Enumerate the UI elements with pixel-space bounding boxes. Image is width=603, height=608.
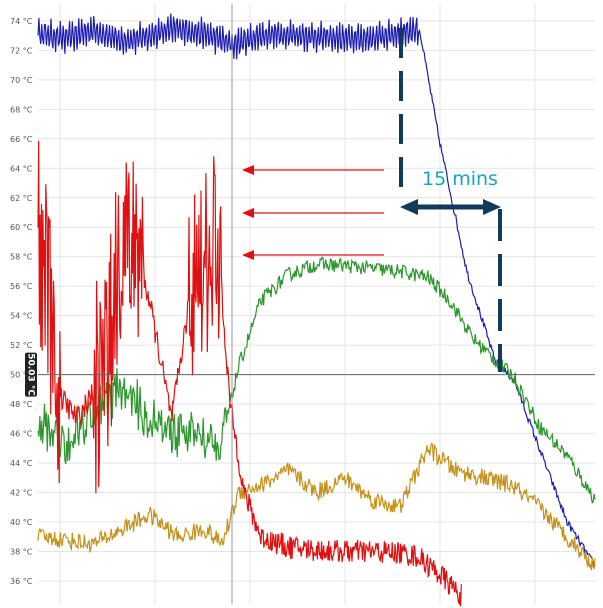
interval-double-arrow — [400, 199, 501, 215]
y-tick-label: 38 °C — [10, 548, 33, 557]
y-tick-label: 66 °C — [10, 135, 33, 144]
y-tick-label: 52 °C — [10, 341, 33, 350]
y-tick-label: 60 °C — [10, 223, 33, 232]
annotation-layer: 50.03 °C — [25, 4, 595, 604]
y-tick-label: 54 °C — [10, 312, 33, 321]
y-tick-label: 72 °C — [10, 46, 33, 55]
cursor-value-badge: 50.03 °C — [25, 352, 37, 397]
y-tick-label: 64 °C — [10, 164, 33, 173]
cursor-value-label: 50.03 °C — [26, 353, 36, 396]
reference-arrows — [242, 165, 384, 260]
y-tick-label: 68 °C — [10, 105, 33, 114]
y-tick-label: 74 °C — [10, 17, 33, 26]
y-tick-label: 56 °C — [10, 282, 33, 291]
y-tick-label: 40 °C — [10, 518, 33, 527]
series-line — [37, 256, 596, 504]
y-axis: 36 °C 38 °C 40 °C 42 °C 44 °C 46 °C 48 °C 50 °C… — [10, 17, 33, 586]
series-line — [37, 442, 596, 571]
y-tick-label: 70 °C — [10, 76, 33, 85]
interval-label: 15 mins — [422, 168, 498, 190]
series-line — [37, 13, 596, 568]
reference-arrow — [242, 165, 384, 175]
y-tick-label: 58 °C — [10, 253, 33, 262]
y-tick-label: 48 °C — [10, 400, 33, 409]
y-tick-label: 50 °C — [10, 371, 33, 380]
y-tick-label: 46 °C — [10, 430, 33, 439]
y-tick-label: 44 °C — [10, 459, 33, 468]
y-tick-label: 36 °C — [10, 577, 33, 586]
reference-arrow — [242, 250, 384, 260]
series-line — [37, 140, 462, 607]
cursor-badge-background — [25, 352, 37, 397]
y-tick-label: 62 °C — [10, 194, 33, 203]
series-layer — [37, 13, 596, 607]
y-tick-label: 42 °C — [10, 489, 33, 498]
reference-arrow — [242, 208, 384, 218]
